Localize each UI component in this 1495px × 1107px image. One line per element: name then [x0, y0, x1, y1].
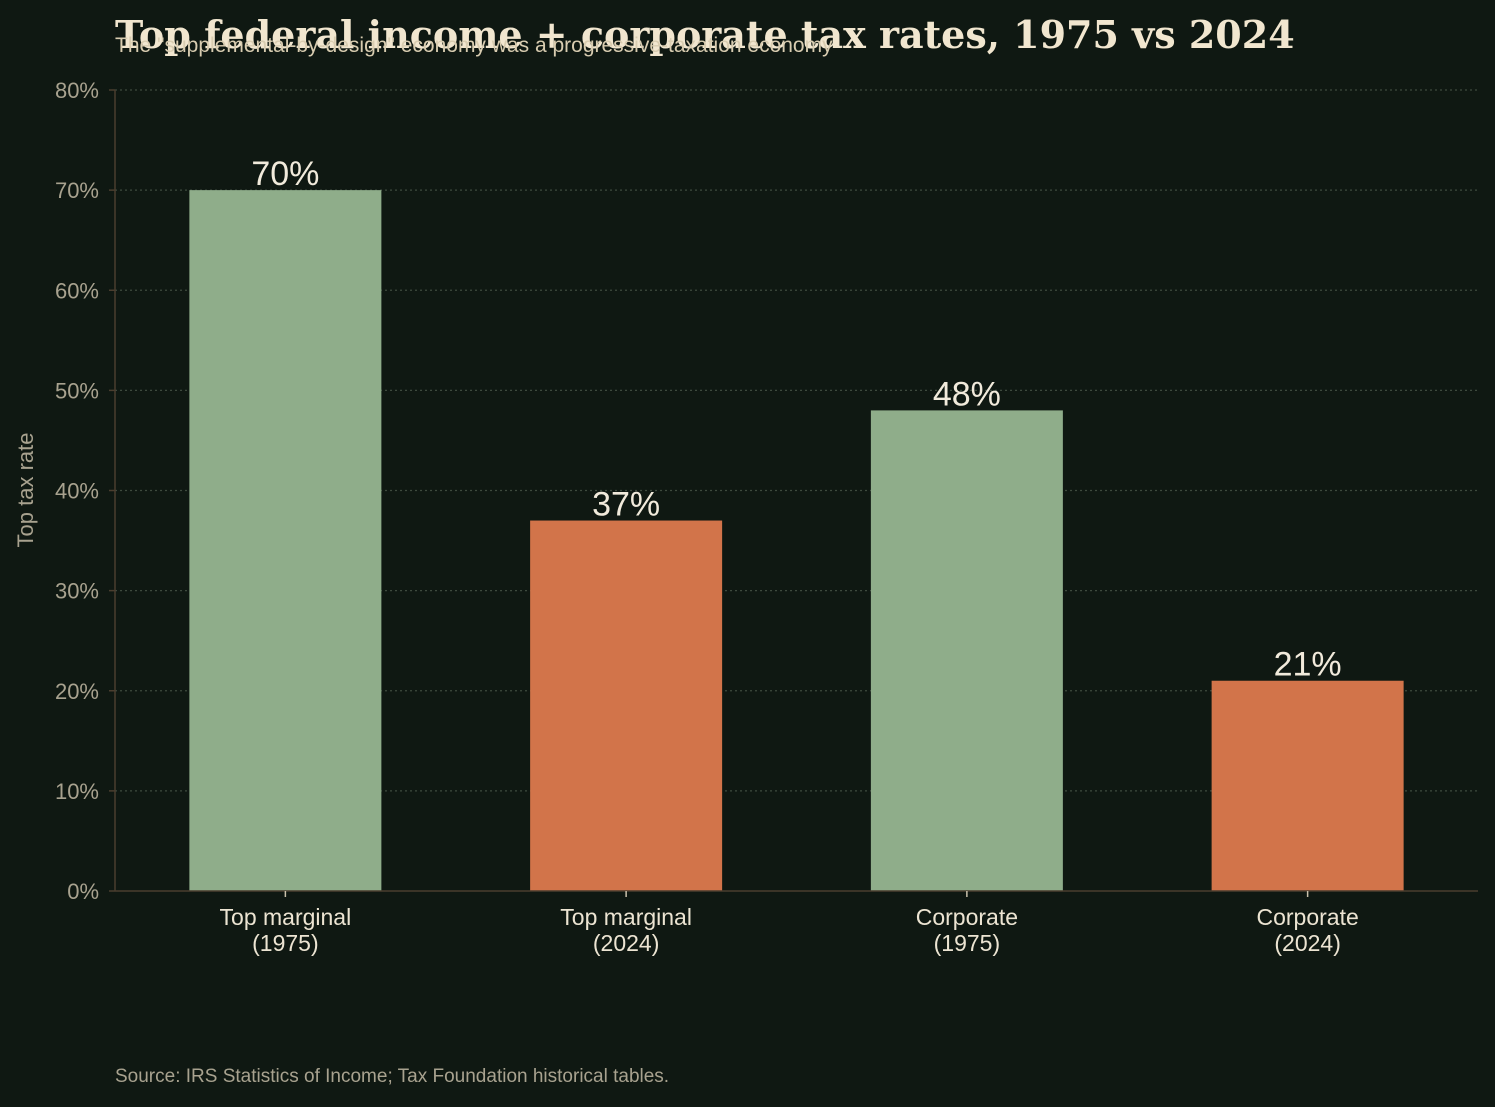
chart-title: Top federal income + corporate tax rates… [115, 12, 1295, 57]
x-tick-label: (1975) [252, 930, 318, 956]
chart-subtitle: The "supplemental-by-design" economy was… [115, 34, 833, 57]
bar [530, 520, 723, 891]
source-note: Source: IRS Statistics of Income; Tax Fo… [115, 1066, 669, 1087]
bar [1211, 680, 1404, 891]
y-tick-label: 80% [55, 78, 99, 103]
x-tick-label: Corporate [1256, 904, 1358, 930]
y-tick-label: 30% [55, 579, 99, 604]
y-tick-label: 20% [55, 679, 99, 704]
bars [189, 190, 1404, 891]
y-tick-label: 10% [55, 779, 99, 804]
y-tick-label: 0% [67, 879, 99, 904]
y-tick-label: 60% [55, 278, 99, 303]
axes [109, 89, 1478, 897]
y-tick-label: 50% [55, 378, 99, 403]
x-tick-label: (1975) [934, 930, 1000, 956]
y-axis-title: Top tax rate [13, 433, 38, 548]
x-tick-label: (2024) [1274, 930, 1340, 956]
y-tick-label: 40% [55, 479, 99, 504]
x-tick-label: (2024) [593, 930, 659, 956]
bar-value-label: 21% [1274, 646, 1342, 684]
x-tick-label: Corporate [916, 904, 1018, 930]
bar [870, 410, 1063, 891]
bar-value-label: 37% [592, 486, 660, 524]
y-tick-label: 70% [55, 178, 99, 203]
x-tick-label: Top marginal [560, 904, 692, 930]
x-tick-label: Top marginal [220, 904, 352, 930]
bar-value-label: 48% [933, 375, 1001, 413]
bar [189, 190, 382, 891]
bar-value-label: 70% [251, 155, 319, 193]
labels: 0% 10% 20% 30% 40% 50% 60% 70% 80% 70% Top margina… [55, 78, 1359, 956]
